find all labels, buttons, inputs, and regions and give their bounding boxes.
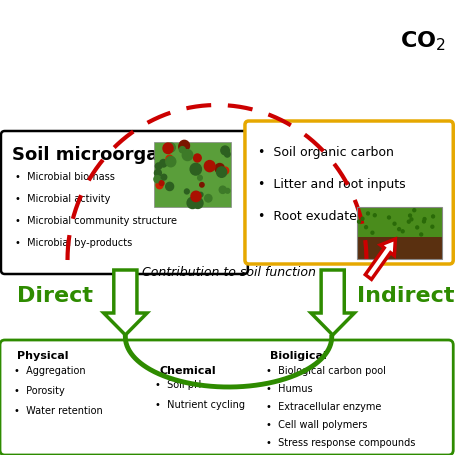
Circle shape	[222, 168, 228, 175]
Text: •  Microbial by-products: • Microbial by-products	[16, 238, 133, 248]
FancyArrow shape	[104, 270, 147, 335]
Circle shape	[413, 209, 416, 212]
Circle shape	[193, 155, 201, 162]
Bar	[357, 207, 442, 238]
Circle shape	[423, 218, 426, 221]
Text: •  Extracellular enzyme: • Extracellular enzyme	[266, 401, 382, 411]
Circle shape	[422, 221, 425, 223]
Circle shape	[365, 226, 367, 229]
Bar	[357, 207, 442, 259]
Circle shape	[166, 157, 176, 167]
Circle shape	[156, 182, 163, 189]
Bar	[357, 238, 442, 259]
Circle shape	[225, 152, 230, 158]
Text: •  Soil pH: • Soil pH	[155, 379, 201, 389]
Circle shape	[366, 212, 369, 216]
Circle shape	[204, 161, 215, 172]
Circle shape	[409, 215, 411, 217]
Circle shape	[184, 190, 189, 194]
Text: •  Nutrient cycling: • Nutrient cycling	[155, 399, 245, 409]
Text: •  Litter and root inputs: • Litter and root inputs	[258, 177, 406, 191]
Circle shape	[219, 187, 226, 194]
Circle shape	[199, 193, 203, 197]
Text: •  Microbial community structure: • Microbial community structure	[16, 216, 177, 226]
Circle shape	[420, 233, 423, 237]
Text: •  Biological carbon pool: • Biological carbon pool	[266, 365, 386, 375]
Circle shape	[205, 195, 212, 202]
Circle shape	[187, 198, 198, 209]
Circle shape	[398, 228, 401, 231]
Circle shape	[167, 144, 175, 152]
Text: CO$_2$: CO$_2$	[400, 29, 446, 53]
Circle shape	[181, 142, 188, 150]
Circle shape	[179, 141, 190, 152]
Circle shape	[221, 147, 229, 156]
FancyArrow shape	[365, 239, 395, 280]
Text: Bioligical: Bioligical	[270, 350, 327, 360]
FancyBboxPatch shape	[1, 131, 248, 274]
Circle shape	[179, 147, 185, 153]
Circle shape	[161, 175, 167, 181]
Text: •  Root exudate: • Root exudate	[258, 210, 357, 222]
Circle shape	[182, 150, 193, 161]
Circle shape	[401, 230, 404, 233]
FancyArrow shape	[311, 270, 355, 335]
Circle shape	[357, 221, 361, 224]
Text: •  Humus: • Humus	[266, 383, 313, 393]
Circle shape	[166, 183, 173, 191]
Text: Contribution to soil function: Contribution to soil function	[142, 266, 316, 279]
Circle shape	[179, 143, 189, 152]
Text: Chemical: Chemical	[159, 365, 216, 375]
Circle shape	[191, 192, 201, 202]
Text: •  Water retention: • Water retention	[13, 405, 102, 415]
Circle shape	[410, 218, 413, 222]
Text: Soil organic carbon degradation: Soil organic carbon degradation	[112, 244, 312, 257]
Circle shape	[416, 227, 419, 229]
FancyBboxPatch shape	[0, 340, 453, 455]
Circle shape	[166, 156, 173, 163]
Circle shape	[159, 181, 164, 186]
Text: •  Soil organic carbon: • Soil organic carbon	[258, 146, 394, 159]
Circle shape	[225, 189, 230, 194]
Text: Physical: Physical	[18, 350, 69, 360]
Circle shape	[432, 216, 435, 218]
Circle shape	[393, 223, 396, 226]
Circle shape	[192, 198, 203, 209]
Circle shape	[388, 217, 391, 219]
Circle shape	[160, 160, 167, 167]
Text: Direct: Direct	[18, 285, 93, 305]
Circle shape	[163, 144, 173, 154]
Text: Soil microorganims: Soil microorganims	[11, 146, 206, 164]
Circle shape	[200, 183, 204, 187]
Text: •  Stress response compounds: • Stress response compounds	[266, 437, 416, 447]
Text: Indirect: Indirect	[357, 285, 454, 305]
Circle shape	[361, 218, 364, 221]
Bar	[155, 143, 231, 207]
Circle shape	[217, 167, 227, 178]
Circle shape	[371, 232, 374, 235]
Circle shape	[190, 164, 201, 176]
Text: •  Porosity: • Porosity	[13, 385, 64, 395]
Circle shape	[155, 163, 162, 170]
Circle shape	[198, 176, 202, 181]
FancyBboxPatch shape	[245, 122, 453, 264]
Text: •  Microbial biomass: • Microbial biomass	[16, 172, 115, 182]
Text: •  Aggregation: • Aggregation	[13, 365, 85, 375]
Circle shape	[154, 176, 161, 183]
Circle shape	[155, 170, 161, 177]
Text: •  Cell wall polymers: • Cell wall polymers	[266, 419, 367, 429]
Circle shape	[407, 221, 410, 224]
Circle shape	[374, 214, 376, 217]
Circle shape	[215, 164, 224, 174]
Text: •  Microbial activity: • Microbial activity	[16, 193, 111, 203]
Circle shape	[431, 226, 434, 229]
